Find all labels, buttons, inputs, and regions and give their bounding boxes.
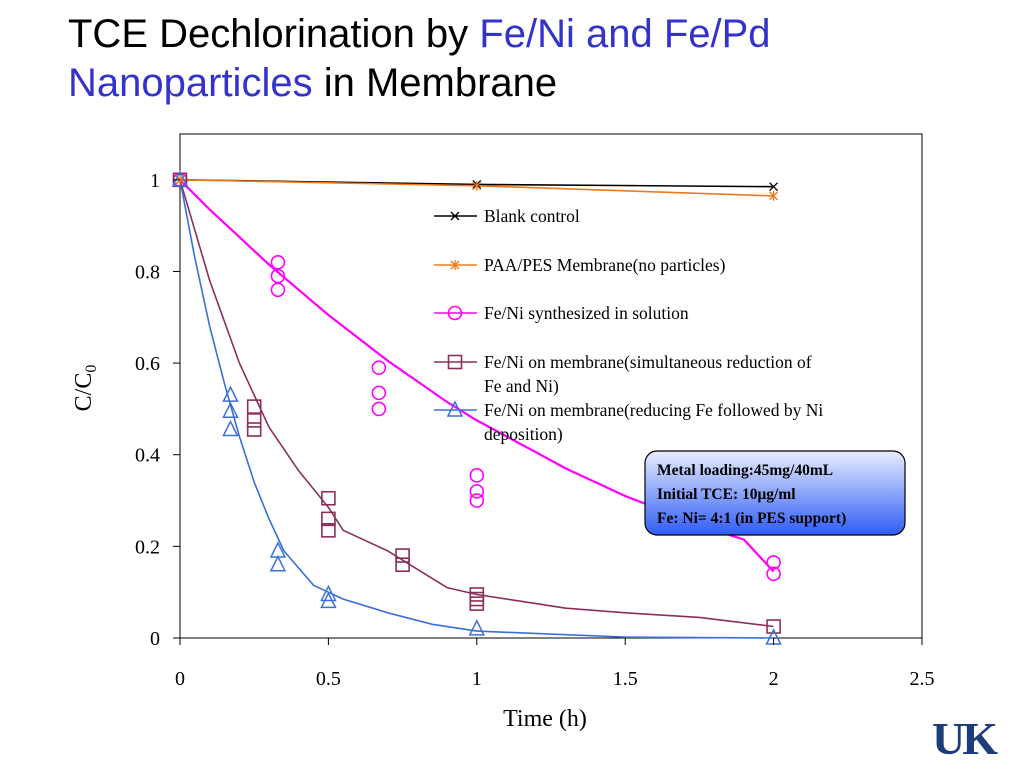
series-fe-ni-synthesized-in-solution-point-3 [270,282,286,298]
x-tick-label: 1 [472,668,482,690]
plot-area-frame [179,133,923,639]
series-fe-ni-on-membrane-reducing-fe-followed-by-ni-deposition-line [179,179,774,639]
title-part1: TCE Dechlorination by [68,12,480,56]
legend-item-fe-ni-synthesized-in-solution: Fe/Ni synthesized in solution [434,303,689,323]
series-fe-ni-on-membrane-simultaneous-reduction-of-fe-and-ni-point-3 [246,422,262,437]
y-tick-label: 1 [150,170,160,192]
legend-item-fe-ni-synthesized-in-solution-marker [447,305,463,321]
series-fe-ni-on-membrane-reducing-fe-followed-by-ni-deposition-point-7 [320,591,337,609]
legend-item-fe-ni-synthesized-in-solution-label: Fe/Ni synthesized in solution [484,303,689,323]
info-box-line-3: Fe: Ni= 4:1 (in PES support) [657,510,846,527]
legend-item-fe-ni-on-membrane-reducing-fe-followed-by-ni-deposition-label: Fe/Ni on membrane(reducing Fe followed b… [484,400,823,444]
legend-item-blank-control-label: Blank control [484,206,580,226]
series-fe-ni-on-membrane-reducing-fe-followed-by-ni-deposition-point-3 [222,419,239,437]
series-fe-ni-synthesized-in-solution-point-9 [469,493,485,508]
series-fe-ni-synthesized-in-solution-point-5 [371,385,387,401]
series-fe-ni-on-membrane-reducing-fe-followed-by-ni-deposition-point-6 [320,584,337,602]
series-markers [171,170,782,645]
series-fe-ni-synthesized-in-solution-point-1 [270,254,286,270]
series-paa-pes-membrane-no-particles-point-2 [769,190,779,201]
x-tick-label: 0.5 [316,668,341,690]
axes: 0 0.5 1 1.5 2 2.5 0 0.2 0.4 0.6 0.8 1 [135,170,935,690]
legend-item-paa-pes-membrane-no-particles-label-line-0: PAA/PES Membrane(no particles) [484,255,726,275]
slide-title: TCE Dechlorination by Fe/Ni and Fe/Pd Nan… [68,10,998,108]
legend-item-blank-control: Blank control [434,206,580,226]
title-accent-part2: Fe/Ni and Fe/Pd [479,12,771,56]
y-tick-label: 0.6 [135,353,160,375]
series-fe-ni-on-membrane-simultaneous-reduction-of-fe-and-ni-point-6 [321,523,336,538]
series-blank-control-point-2 [769,182,779,192]
uk-logo: UK [932,713,998,764]
y-tick-label: 0 [150,628,160,650]
y-tick-label: 0.4 [135,445,160,467]
legend-item-fe-ni-on-membrane-simultaneous-reduction-of-fe-and-ni: Fe/Ni on membrane(simultaneous reduction… [434,352,812,396]
series-fe-ni-on-membrane-reducing-fe-followed-by-ni-deposition-point-5 [269,555,287,572]
y-axis-label-subscript: 0 [83,365,100,373]
info-box-line-2: Initial TCE: 10μg/ml [657,486,796,503]
legend-item-fe-ni-on-membrane-simultaneous-reduction-of-fe-and-ni-marker [447,354,463,370]
series-fe-ni-on-membrane-simultaneous-reduction-of-fe-and-ni-point-5 [321,511,336,527]
legend-item-fe-ni-on-membrane-simultaneous-reduction-of-fe-and-ni-label: Fe/Ni on membrane(simultaneous reduction… [484,352,812,396]
series-fe-ni-on-membrane-simultaneous-reduction-of-fe-and-ni-point-4 [321,490,336,506]
series-fe-ni-on-membrane-reducing-fe-followed-by-ni-deposition-point-0 [171,170,189,187]
series-fe-ni-on-membrane-simultaneous-reduction-of-fe-and-ni-point-12 [766,619,781,634]
x-axis-label: Time (h) [503,706,587,732]
series-fe-ni-synthesized-in-solution-point-4 [371,360,387,375]
legend-item-blank-control-label-line-0: Blank control [484,206,580,226]
info-box-background [644,450,906,536]
title-accent-part3: Nanoparticles [68,61,313,105]
legend-item-paa-pes-membrane-no-particles-label: PAA/PES Membrane(no particles) [484,255,726,275]
legend-item-fe-ni-on-membrane-simultaneous-reduction-of-fe-and-ni-label-line-0: Fe/Ni on membrane(simultaneous reduction… [484,352,812,372]
series-paa-pes-membrane-no-particles-point-1 [472,180,482,191]
series-fe-ni-on-membrane-simultaneous-reduction-of-fe-and-ni-point-2 [246,413,262,428]
series-fe-ni-on-membrane-simultaneous-reduction-of-fe-and-ni-point-7 [395,548,410,563]
series-fe-ni-on-membrane-reducing-fe-followed-by-ni-deposition-point-8 [468,619,486,636]
x-tick-label: 1.5 [613,668,638,690]
legend-item-fe-ni-on-membrane-reducing-fe-followed-by-ni-deposition-label-line-0: Fe/Ni on membrane(reducing Fe followed b… [484,400,823,420]
series-fe-ni-synthesized-in-solution-point-11 [766,566,781,582]
legend-item-blank-control-marker [450,211,460,221]
y-tick-label: 0.8 [135,261,160,283]
series-fe-ni-on-membrane-simultaneous-reduction-of-fe-and-ni-line [179,179,774,628]
x-tick-label: 2 [769,668,779,690]
series-fe-ni-on-membrane-reducing-fe-followed-by-ni-deposition-point-2 [222,401,239,418]
x-tick-label: 2.5 [910,668,935,690]
x-tick-label: 0 [175,668,185,690]
series-blank-control-point-2-stroke-b [769,182,779,192]
series-fe-ni-synthesized-in-solution-point-6 [371,401,387,417]
title-part4: in Membrane [312,61,558,105]
legend-item-paa-pes-membrane-no-particles: PAA/PES Membrane(no particles) [434,255,726,275]
y-tick-label: 0.2 [135,536,160,558]
legend-item-fe-ni-on-membrane-reducing-fe-followed-by-ni-deposition-label-line-1: deposition) [484,424,563,444]
series-fe-ni-on-membrane-simultaneous-reduction-of-fe-and-ni-point-11 [469,596,485,611]
y-axis-label: C/C0 [71,365,100,412]
info-box: Metal loading:45mg/40mL Initial TCE: 10μ… [644,450,906,536]
series-fe-ni-synthesized-in-solution-point-7 [469,468,485,483]
legend-item-paa-pes-membrane-no-particles-marker [450,260,460,270]
legend-item-fe-ni-on-membrane-reducing-fe-followed-by-ni-deposition: Fe/Ni on membrane(reducing Fe followed b… [434,400,823,444]
legend-item-blank-control-marker-stroke-b [450,211,460,221]
legend-item-fe-ni-synthesized-in-solution-label-line-0: Fe/Ni synthesized in solution [484,303,689,323]
info-box-line-1: Metal loading:45mg/40mL [657,462,833,479]
legend-item-fe-ni-on-membrane-simultaneous-reduction-of-fe-and-ni-label-line-1: Fe and Ni) [484,376,559,396]
series-fe-ni-on-membrane-simultaneous-reduction-of-fe-and-ni-point-8 [395,557,410,572]
y-axis-label-main: C/C [71,373,97,412]
legend: Blank control PAA/PES Membrane(no particl… [434,206,823,444]
series-fe-ni-on-membrane-reducing-fe-followed-by-ni-deposition-point-1 [222,385,239,402]
legend-item-fe-ni-on-membrane-reducing-fe-followed-by-ni-deposition-marker [446,400,464,417]
series-fe-ni-synthesized-in-solution-point-10 [766,555,781,570]
series-fe-ni-synthesized-in-solution-point-8 [469,484,485,499]
